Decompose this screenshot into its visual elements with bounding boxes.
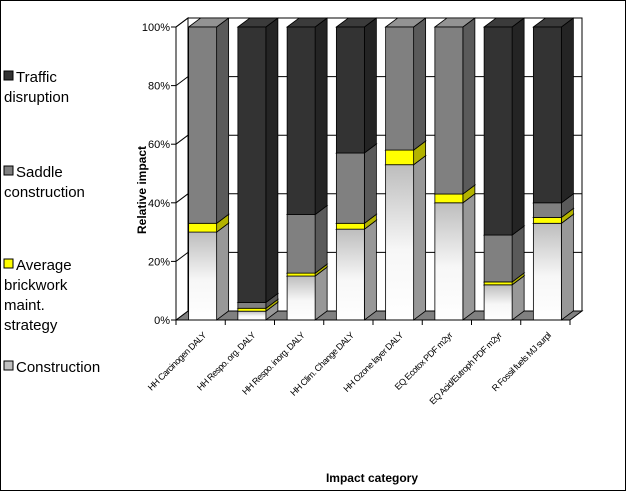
legend-entry: Construction xyxy=(3,359,100,376)
bar-segment xyxy=(532,17,575,204)
bar-segment xyxy=(187,222,230,321)
legend-swatch xyxy=(3,70,14,81)
bar-front xyxy=(335,222,365,230)
y-tick-label: 20% xyxy=(148,256,170,268)
bar-side xyxy=(413,154,427,321)
bar-front xyxy=(483,26,513,236)
bar-front xyxy=(434,202,464,321)
bars xyxy=(187,17,575,321)
bar-front xyxy=(532,222,562,321)
legend-entry: Traffic disruption xyxy=(3,69,69,106)
bar-front xyxy=(385,164,415,321)
bar-segment xyxy=(532,213,575,321)
bar-front xyxy=(434,193,464,204)
bar-segment xyxy=(482,17,526,236)
gridline-side xyxy=(175,193,189,204)
bar-side xyxy=(216,17,230,225)
bar-segment xyxy=(236,17,280,304)
bar-side xyxy=(314,204,328,274)
y-tick-label: 60% xyxy=(148,139,170,151)
bar-side xyxy=(363,17,377,154)
y-tick-label: 0% xyxy=(154,315,170,327)
bar-segment xyxy=(335,219,378,321)
legend-swatch xyxy=(3,258,14,269)
bar-side xyxy=(560,17,574,204)
bar-front xyxy=(335,152,365,224)
bar-side xyxy=(511,225,525,283)
y-tick-label: 80% xyxy=(148,81,170,93)
legend-label: Average brickwork maint. strategy xyxy=(4,257,72,334)
bar-front xyxy=(385,26,415,151)
bar-front xyxy=(532,217,562,224)
x-axis-title: Impact category xyxy=(326,471,418,485)
bar-front xyxy=(188,222,218,233)
bar-front xyxy=(237,26,267,303)
bar-front xyxy=(483,281,513,286)
bar-front xyxy=(188,26,218,224)
bar-front xyxy=(335,26,365,154)
gridline-side xyxy=(175,17,189,28)
bar-side xyxy=(363,143,377,225)
bar-segment xyxy=(433,193,477,321)
bar-front xyxy=(483,234,513,283)
bar-side xyxy=(462,193,476,321)
bar-front xyxy=(286,214,316,274)
gridline-side xyxy=(175,76,189,86)
bar-segment xyxy=(285,266,329,321)
bar-front xyxy=(335,228,365,321)
bar-side xyxy=(560,213,574,321)
legend: Traffic disruption Saddle construction Avera… xyxy=(3,69,100,376)
bar-front xyxy=(532,26,562,204)
bar-front xyxy=(188,231,218,321)
legend-label: Saddle construction xyxy=(4,164,85,201)
y-tick-label: 100% xyxy=(142,22,170,34)
bar-side xyxy=(363,219,377,321)
bar-side xyxy=(413,17,427,151)
y-tick-label: 40% xyxy=(148,198,170,210)
bar-side xyxy=(216,222,230,321)
gridline-side xyxy=(175,134,189,145)
bar-front xyxy=(385,149,415,166)
legend-entry: Saddle construction xyxy=(3,164,85,201)
bar-front xyxy=(286,272,316,277)
bar-front xyxy=(434,26,464,195)
bar-front xyxy=(286,275,316,321)
bar-front xyxy=(532,202,562,218)
y-axis-title: Relative impact xyxy=(135,146,149,234)
bar-segment xyxy=(335,143,378,225)
bar-front xyxy=(286,26,316,215)
legend-swatch xyxy=(3,360,14,371)
bar-front xyxy=(237,302,267,309)
legend-swatch xyxy=(3,165,14,176)
legend-label: Construction xyxy=(16,359,100,376)
bar-segment xyxy=(187,17,230,225)
bar-side xyxy=(462,17,476,195)
bar-front xyxy=(237,307,267,312)
bar-segment xyxy=(433,17,477,195)
legend-label: Traffic disruption xyxy=(4,69,69,106)
bar-segment xyxy=(285,17,329,216)
gridline-side xyxy=(175,251,189,262)
bar-side xyxy=(265,17,279,304)
legend-entry: Average brickwork maint. strategy xyxy=(3,257,72,334)
bar-segment xyxy=(285,204,329,274)
bar-side xyxy=(511,17,525,236)
bar-front xyxy=(237,310,267,321)
bar-segment xyxy=(384,17,427,151)
bar-segment xyxy=(384,154,427,321)
bar-front xyxy=(483,284,513,321)
bar-segment xyxy=(335,17,378,154)
bar-side xyxy=(314,17,328,216)
side-wall xyxy=(175,17,189,321)
